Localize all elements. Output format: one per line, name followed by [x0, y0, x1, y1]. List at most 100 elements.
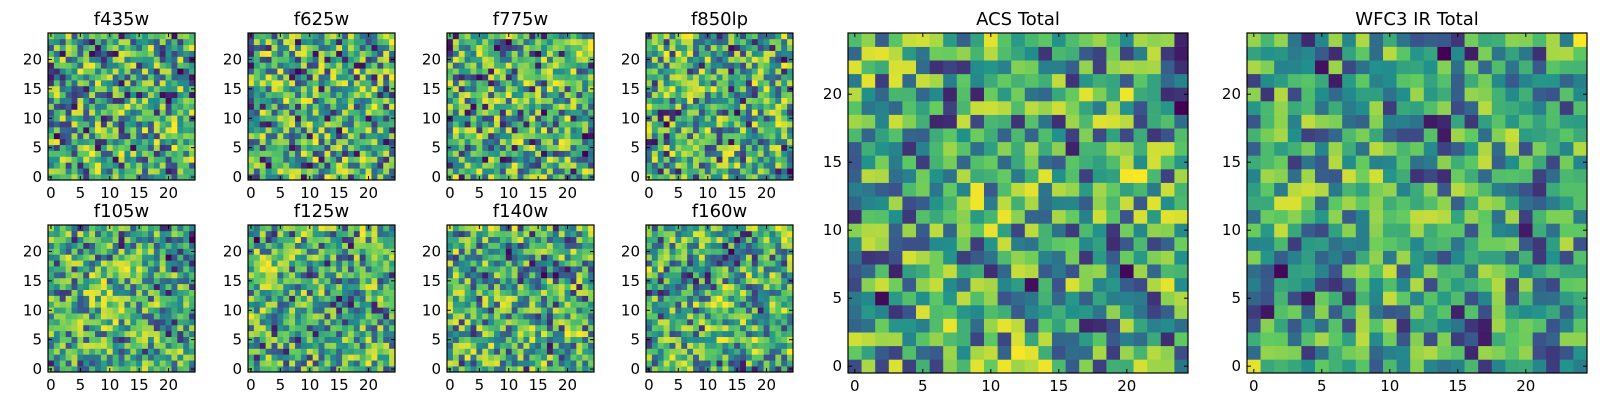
heatmap-cell [482, 74, 489, 81]
heatmap-cell [253, 74, 261, 81]
heatmap-cell [118, 109, 125, 116]
heatmap-cell [970, 46, 985, 61]
heatmap-cell [775, 91, 782, 98]
heatmap-cell [734, 68, 741, 75]
heatmap-cell [757, 56, 764, 63]
heatmap-cell [757, 74, 764, 81]
heatmap-cell [693, 91, 700, 98]
heatmap-cell [77, 127, 84, 134]
heatmap-cell [517, 168, 524, 175]
heatmap-cell [248, 283, 255, 290]
heatmap-cell [289, 330, 296, 338]
heatmap-cell [523, 38, 530, 46]
heatmap-cell [651, 156, 659, 163]
heatmap-cell [535, 74, 542, 81]
heatmap-cell [787, 38, 794, 46]
heatmap-cell [1451, 155, 1465, 170]
heatmap-cell [142, 236, 149, 243]
heatmap-cell [576, 168, 583, 175]
heatmap-cell [943, 318, 958, 333]
heatmap-cell [763, 115, 770, 122]
heatmap-cell [371, 342, 378, 349]
heatmap-cell [277, 348, 284, 355]
heatmap-cell [763, 68, 770, 75]
heatmap-cell [704, 68, 711, 75]
heatmap-cell [106, 277, 113, 285]
heatmap-cell [775, 97, 782, 104]
heatmap-cell [100, 230, 108, 238]
heatmap-cell [663, 38, 670, 46]
heatmap-cell [1079, 277, 1094, 292]
heatmap-cell [1505, 196, 1520, 211]
heatmap-cell [347, 313, 355, 320]
heatmap-cell [943, 182, 958, 197]
heatmap-cell [588, 103, 595, 110]
heatmap-cell [1464, 196, 1479, 211]
heatmap-cell [675, 127, 682, 134]
heatmap-cell [552, 138, 560, 146]
heatmap-cell [159, 225, 166, 232]
heatmap-cell [147, 91, 155, 98]
heatmap-cell [347, 74, 355, 81]
heatmap-cell [147, 62, 155, 69]
heatmap-cell [511, 56, 518, 63]
heatmap-cell [112, 336, 119, 343]
heatmap-cell [159, 103, 166, 110]
heatmap-cell [447, 150, 454, 157]
heatmap-cell [83, 254, 90, 261]
heatmap-cell [1437, 345, 1452, 360]
heatmap-cell [359, 91, 366, 98]
heatmap-cell [505, 127, 512, 134]
heatmap-cell [371, 289, 378, 296]
heatmap-cell [53, 127, 61, 134]
heatmap-cell [371, 85, 378, 93]
heatmap-cell [95, 295, 102, 302]
heatmap-cell [377, 301, 384, 308]
heatmap-cell [546, 174, 554, 181]
heatmap-cell [95, 254, 102, 261]
heatmap-cell [657, 132, 664, 140]
heatmap-cell [751, 127, 759, 134]
heatmap-cell [48, 97, 55, 104]
heatmap-cell [183, 115, 190, 122]
heatmap-cell [359, 33, 366, 40]
heatmap-cell [1491, 332, 1506, 347]
heatmap-cell [970, 291, 985, 306]
heatmap-cell [1079, 128, 1094, 143]
heatmap-cell [769, 68, 776, 75]
heatmap-cell [142, 50, 149, 57]
heatmap-cell [470, 50, 477, 57]
heatmap-cell [100, 295, 108, 302]
heatmap-cell [248, 324, 255, 332]
heatmap-cell [1573, 60, 1588, 75]
heatmap-cell [1396, 305, 1411, 319]
heatmap-cell [728, 33, 735, 40]
heatmap-cell [271, 307, 278, 314]
heatmap-cell [124, 319, 131, 326]
heatmap-cell [377, 348, 384, 355]
heatmap-cell [1410, 60, 1425, 75]
heatmap-cell [1328, 332, 1343, 347]
heatmap-cell [452, 44, 460, 51]
heatmap-cell [1505, 332, 1520, 347]
heatmap-cell [681, 150, 688, 157]
heatmap-cell [118, 260, 125, 267]
heatmap-cell [153, 162, 161, 169]
heatmap-cell [318, 354, 325, 361]
heatmap-cell [943, 264, 958, 279]
heatmap-cell [1052, 60, 1066, 75]
heatmap-cell [130, 283, 137, 290]
heatmap-cell [295, 319, 302, 326]
heatmap-cell [1369, 250, 1384, 265]
heatmap-cell [289, 366, 296, 373]
heatmap-cell [476, 103, 483, 110]
heatmap-cell [1133, 169, 1148, 183]
heatmap-cell [523, 91, 530, 98]
heatmap-cell [1011, 141, 1026, 156]
heatmap-cell [159, 342, 166, 349]
heatmap-cell [259, 62, 266, 69]
heatmap-cell [77, 242, 84, 249]
heatmap-cell [189, 91, 196, 98]
heatmap-cell [389, 97, 396, 104]
